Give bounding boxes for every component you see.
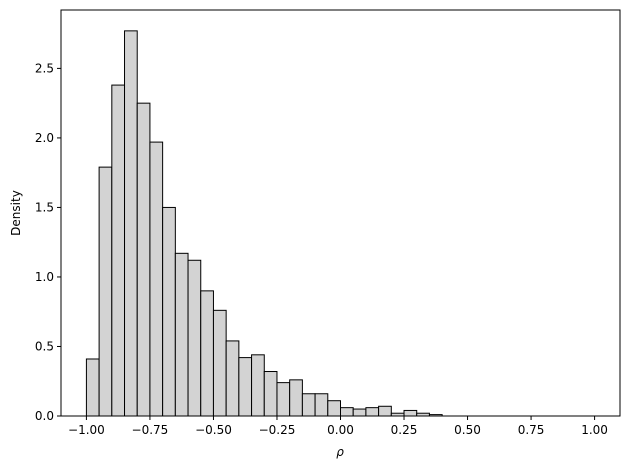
histogram-bar: [136, 102, 151, 417]
histogram-bar: [174, 252, 189, 417]
histogram-bar: [301, 393, 316, 417]
histogram-bar: [212, 309, 227, 417]
histogram-bar: [276, 382, 291, 417]
histogram-bar: [162, 206, 176, 417]
histogram-bar: [238, 357, 253, 417]
histogram-bar: [111, 84, 126, 417]
x-axis-label: ρ: [336, 445, 344, 459]
histogram-bar: [365, 407, 380, 417]
histogram-bar: [98, 166, 113, 417]
histogram-bar: [225, 340, 240, 417]
x-tick-label: 1.00: [581, 423, 608, 437]
x-axis-ticks: −1.00 −0.75 −0.50 −0.25 0.00 0.25 0.50 0.75 1.00: [68, 416, 608, 437]
y-tick-label: 0.0: [35, 409, 54, 423]
y-axis-label: Density: [9, 190, 23, 236]
x-tick-label: 0.75: [518, 423, 545, 437]
histogram-bar: [85, 358, 100, 417]
x-tick-label: −0.25: [259, 423, 296, 437]
histogram-bar: [149, 141, 164, 417]
histogram-bar: [327, 400, 341, 417]
histogram-bar: [340, 407, 354, 417]
histogram-bar: [124, 30, 138, 417]
x-tick-label: −1.00: [68, 423, 105, 437]
histogram-bar: [378, 405, 392, 417]
y-tick-label: 2.5: [35, 61, 54, 75]
histogram-bar: [289, 379, 303, 417]
histogram-bar: [263, 371, 278, 417]
y-tick-label: 1.5: [35, 200, 54, 214]
x-tick-label: 0.00: [327, 423, 354, 437]
histogram-bar: [187, 259, 202, 417]
x-tick-label: 0.50: [454, 423, 481, 437]
histogram-bar: [251, 354, 265, 417]
histogram-bars: [85, 30, 443, 417]
y-tick-label: 1.0: [35, 270, 54, 284]
histogram-bar: [403, 409, 418, 417]
y-axis-ticks: 0.0 0.5 1.0 1.5 2.0 2.5: [35, 61, 61, 423]
histogram-bar: [314, 393, 329, 417]
y-tick-label: 2.0: [35, 131, 54, 145]
histogram-bar: [200, 290, 214, 417]
x-tick-label: −0.75: [132, 423, 169, 437]
y-tick-label: 0.5: [35, 339, 54, 353]
x-tick-label: −0.50: [195, 423, 232, 437]
x-tick-label: 0.25: [391, 423, 418, 437]
histogram-bar: [352, 408, 367, 417]
